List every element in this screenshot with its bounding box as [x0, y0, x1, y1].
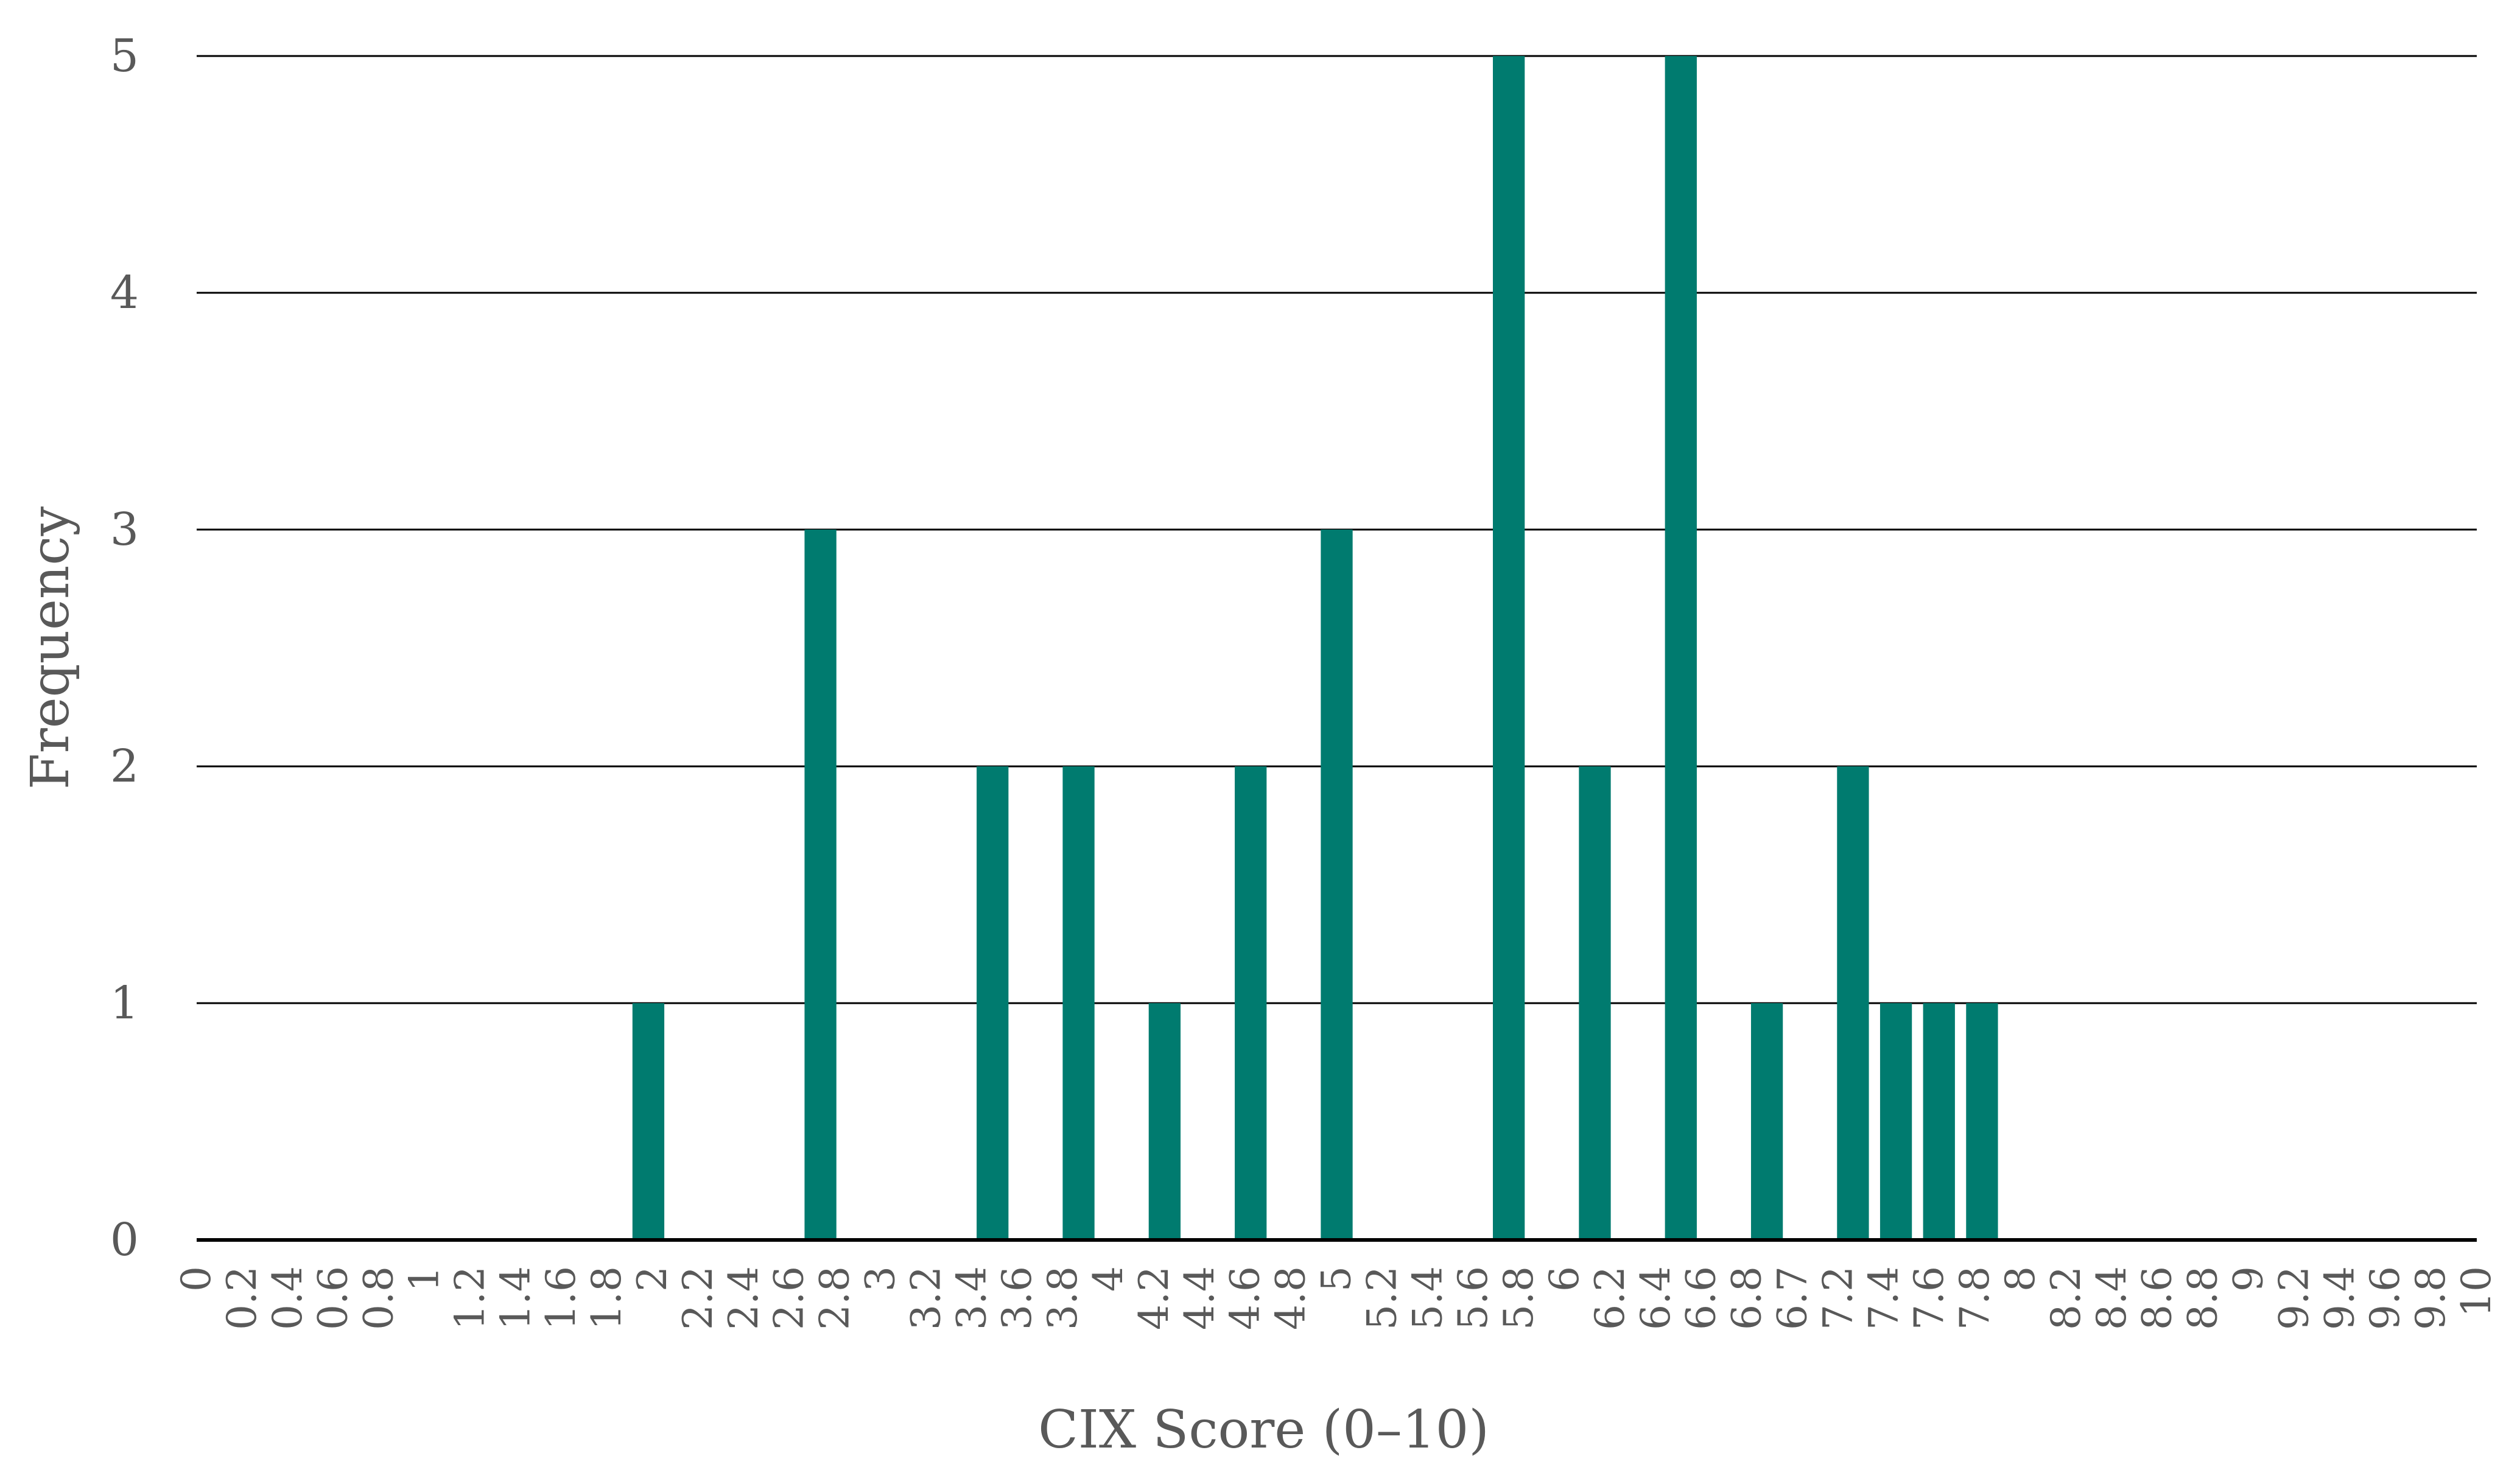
y-tick-label: 1 — [110, 977, 139, 1029]
x-tick-label: 10 — [2453, 1266, 2500, 1317]
bar — [1750, 1003, 1783, 1240]
bar — [1966, 1003, 1998, 1240]
x-tick-label: 2 — [629, 1266, 676, 1292]
y-tick-labels: 0 1 2 3 4 5 — [110, 30, 139, 1266]
y-tick-label: 0 — [110, 1214, 139, 1266]
x-tick-label: 8.2 — [2043, 1266, 2090, 1330]
x-tick-label: 1.4 — [492, 1266, 539, 1330]
x-tick-label: 0.2 — [219, 1266, 265, 1330]
x-tick-label: 2.2 — [675, 1266, 721, 1330]
y-tick-label: 4 — [110, 267, 139, 319]
x-tick-label: 7.8 — [1951, 1266, 1998, 1330]
bar — [1923, 1003, 1955, 1240]
x-tick-label: 2.6 — [766, 1266, 813, 1330]
x-tick-label: 5.2 — [1358, 1266, 1405, 1330]
x-tick-label: 8.4 — [2088, 1266, 2135, 1330]
x-tick-label: 5.6 — [1450, 1266, 1497, 1330]
x-tick-label: 3.2 — [902, 1266, 949, 1330]
x-tick-labels: 00.20.40.60.811.21.41.61.822.22.42.62.83… — [173, 1266, 2500, 1330]
x-tick-label: 6.6 — [1678, 1266, 1725, 1330]
x-tick-label: 4.4 — [1176, 1266, 1223, 1330]
x-tick-label: 1.8 — [583, 1266, 630, 1330]
x-tick-label: 4.8 — [1268, 1266, 1314, 1330]
x-tick-label: 8.8 — [2180, 1266, 2227, 1330]
x-tick-label: 9.4 — [2316, 1266, 2363, 1330]
x-tick-label: 4 — [1085, 1266, 1132, 1292]
bar — [1879, 1003, 1912, 1240]
x-tick-label: 1.6 — [538, 1266, 584, 1330]
bar — [632, 1003, 665, 1240]
x-tick-label: 5 — [1313, 1266, 1360, 1292]
x-tick-label: 6.7 — [1769, 1266, 1816, 1330]
x-tick-label: 2.8 — [812, 1266, 858, 1330]
bar — [1148, 1003, 1181, 1240]
x-tick-label: 3 — [857, 1266, 904, 1292]
x-tick-label: 0.8 — [356, 1266, 402, 1330]
x-tick-label: 9.6 — [2362, 1266, 2409, 1330]
bar — [1235, 766, 1267, 1240]
bar — [1321, 530, 1353, 1240]
x-tick-label: 5.4 — [1404, 1266, 1451, 1330]
x-tick-label: 3.8 — [1039, 1266, 1086, 1330]
x-tick-label: 4.2 — [1131, 1266, 1178, 1330]
x-tick-label: 8 — [1997, 1266, 2044, 1292]
x-tick-label: 9.8 — [2407, 1266, 2454, 1330]
x-tick-label: 3.4 — [948, 1266, 995, 1330]
x-tick-label: 3.6 — [994, 1266, 1041, 1330]
x-tick-label: 7.6 — [1906, 1266, 1953, 1330]
bar — [977, 766, 1009, 1240]
x-tick-label: 6.2 — [1587, 1266, 1634, 1330]
x-tick-label: 0 — [173, 1266, 220, 1292]
x-tick-label: 6.8 — [1724, 1266, 1771, 1330]
x-axis-title: CIX Score (0–10) — [1038, 1399, 1489, 1460]
x-tick-label: 8.6 — [2134, 1266, 2181, 1330]
bar — [804, 530, 837, 1240]
x-tick-label: 7.4 — [1860, 1266, 1907, 1330]
x-tick-label: 4.6 — [1222, 1266, 1269, 1330]
bar — [1837, 766, 1869, 1240]
bars — [632, 56, 1998, 1240]
bar — [1579, 766, 1611, 1240]
x-tick-label: 1.2 — [446, 1266, 493, 1330]
bar — [1492, 56, 1525, 1240]
y-axis-title: Frequency — [20, 506, 81, 790]
x-tick-label: 5.8 — [1495, 1266, 1542, 1330]
x-tick-label: 7.2 — [1814, 1266, 1861, 1330]
y-tick-label: 5 — [110, 30, 139, 82]
x-tick-label: 0.6 — [310, 1266, 357, 1330]
bar — [1062, 766, 1095, 1240]
x-tick-label: 0.4 — [264, 1266, 311, 1330]
x-tick-label: 6.4 — [1632, 1266, 1679, 1330]
y-tick-label: 2 — [110, 740, 139, 793]
bar — [1665, 56, 1697, 1240]
x-tick-label: 9 — [2225, 1266, 2272, 1292]
x-tick-label: 9.2 — [2270, 1266, 2317, 1330]
x-tick-label: 6 — [1541, 1266, 1588, 1292]
x-tick-label: 2.4 — [720, 1266, 767, 1330]
x-tick-label: 1 — [401, 1266, 448, 1292]
y-tick-label: 3 — [110, 503, 139, 556]
